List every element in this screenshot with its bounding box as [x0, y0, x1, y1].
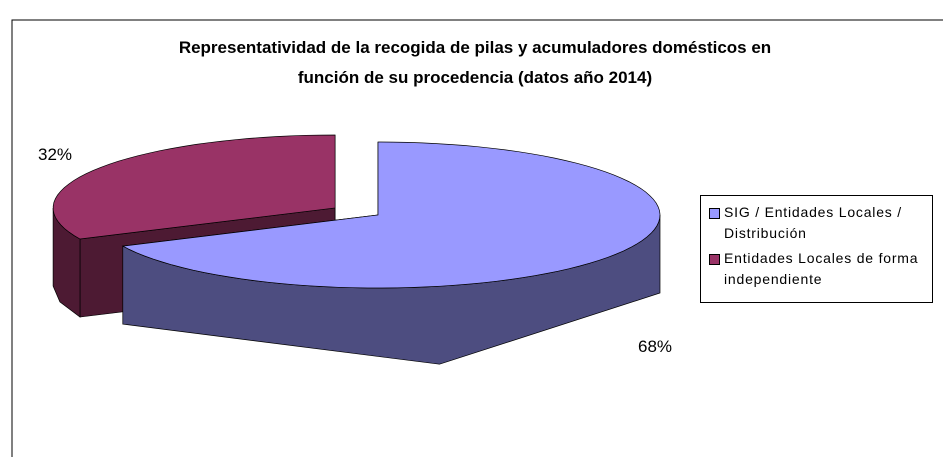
legend-label: SIG / Entidades Locales / Distribución [724, 204, 902, 241]
slice [52, 134, 336, 240]
legend-swatch [709, 208, 720, 219]
legend-item: Entidades Locales de forma independiente [707, 248, 926, 290]
legend-item: SIG / Entidades Locales / Distribución [707, 202, 926, 244]
data-label: 68% [638, 337, 672, 356]
chart-title: función de su procedencia (datos año 201… [298, 68, 652, 87]
legend-swatch [709, 254, 720, 265]
slice [121, 141, 661, 289]
legend-label: Entidades Locales de forma independiente [724, 250, 919, 287]
chart-title: Representatividad de la recogida de pila… [179, 38, 771, 57]
data-label: 32% [38, 145, 72, 164]
legend: SIG / Entidades Locales / Distribución En… [700, 195, 933, 303]
